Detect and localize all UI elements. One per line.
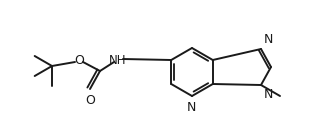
Text: O: O <box>74 53 84 66</box>
Text: N: N <box>264 33 273 46</box>
Text: O: O <box>85 94 95 107</box>
Text: NH: NH <box>109 53 127 66</box>
Text: N: N <box>264 88 273 101</box>
Text: N: N <box>186 101 196 114</box>
